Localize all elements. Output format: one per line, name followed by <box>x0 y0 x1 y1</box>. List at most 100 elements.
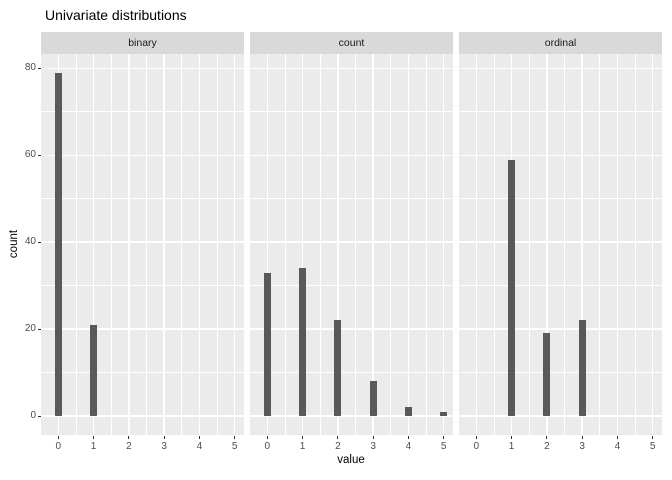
h-gridline-major <box>41 67 244 70</box>
x-tick-mark <box>443 436 445 439</box>
plot-title: Univariate distributions <box>45 7 187 23</box>
bar <box>369 381 377 416</box>
bar <box>440 411 448 416</box>
facet-strip-label: count <box>338 37 365 49</box>
bar <box>543 333 551 416</box>
facet-strip-label: ordinal <box>544 37 577 49</box>
v-gridline-minor <box>634 54 636 435</box>
y-tick-mark <box>38 67 41 69</box>
h-gridline-major <box>41 241 244 243</box>
h-gridline-major <box>250 241 453 243</box>
y-tick-label: 20 <box>24 323 36 335</box>
h-gridline-major <box>250 415 453 417</box>
v-gridline-major <box>266 54 269 435</box>
x-tick-label: 3 <box>579 441 585 452</box>
facet-panel <box>41 54 244 435</box>
h-gridline-major <box>459 415 662 417</box>
v-gridline-minor <box>493 54 495 435</box>
v-gridline-major <box>337 54 339 435</box>
facet-strip-label: binary <box>128 37 157 49</box>
x-tick-label: 2 <box>544 441 550 452</box>
x-tick-mark <box>407 436 409 439</box>
x-tick-mark <box>372 436 374 439</box>
bar <box>90 324 98 416</box>
v-gridline-major <box>372 54 374 435</box>
v-gridline-major <box>616 54 619 435</box>
x-tick-label: 1 <box>90 441 97 452</box>
x-tick-mark <box>511 436 513 439</box>
facet-strip: count <box>250 32 453 54</box>
y-tick-mark <box>38 154 41 156</box>
y-tick-mark <box>38 415 41 417</box>
x-tick-label: 4 <box>405 441 412 452</box>
v-gridline-major <box>198 54 201 435</box>
v-gridline-minor <box>146 54 147 435</box>
h-gridline-major <box>459 154 662 157</box>
x-tick-mark <box>302 436 304 439</box>
h-gridline-minor <box>250 111 453 113</box>
v-gridline-major <box>442 54 445 435</box>
x-tick-label: 1 <box>299 441 306 452</box>
v-gridline-minor <box>110 54 112 435</box>
h-gridline-minor <box>41 285 244 287</box>
bar <box>508 159 516 416</box>
bar <box>578 320 586 416</box>
v-gridline-minor <box>181 54 183 435</box>
x-tick-label: 5 <box>649 441 656 452</box>
bar <box>404 407 412 416</box>
x-tick-mark <box>475 436 477 439</box>
v-gridline-major <box>233 54 236 435</box>
x-tick-mark <box>128 436 130 439</box>
x-tick-label: 0 <box>55 441 62 452</box>
y-tick-label: 60 <box>24 149 36 161</box>
v-gridline-minor <box>284 54 286 435</box>
h-gridline-minor <box>250 285 453 287</box>
h-gridline-major <box>41 328 244 330</box>
x-tick-label: 2 <box>126 441 132 452</box>
v-gridline-minor <box>75 54 77 435</box>
h-gridline-major <box>459 67 662 70</box>
h-gridline-minor <box>250 198 453 200</box>
bar <box>334 320 342 416</box>
v-gridline-minor <box>425 54 427 435</box>
h-gridline-minor <box>250 372 453 373</box>
y-tick-label: 40 <box>24 236 36 248</box>
x-tick-mark <box>198 436 200 439</box>
v-gridline-major <box>163 54 165 435</box>
v-gridline-major <box>407 54 410 435</box>
v-gridline-minor <box>319 54 321 435</box>
facet-strip: binary <box>41 32 244 54</box>
v-gridline-minor <box>216 54 218 435</box>
v-gridline-major <box>92 54 95 435</box>
x-tick-mark <box>266 436 268 439</box>
bar <box>299 268 307 416</box>
x-tick-label: 1 <box>508 441 515 452</box>
y-tick-mark <box>38 241 41 243</box>
v-gridline-minor <box>564 54 565 435</box>
bar <box>54 72 62 416</box>
h-gridline-major <box>250 328 453 330</box>
x-tick-label: 0 <box>264 441 271 452</box>
h-gridline-major <box>459 241 662 243</box>
facet-panel <box>250 54 453 435</box>
facet-strip: ordinal <box>459 32 662 54</box>
v-gridline-major <box>475 54 478 435</box>
x-tick-mark <box>652 436 654 439</box>
v-gridline-minor <box>599 54 601 435</box>
h-gridline-minor <box>459 111 662 113</box>
h-gridline-minor <box>459 198 662 200</box>
x-tick-mark <box>234 436 236 439</box>
h-gridline-minor <box>41 198 244 200</box>
x-tick-mark <box>616 436 618 439</box>
x-tick-label: 4 <box>614 441 621 452</box>
h-gridline-minor <box>41 111 244 113</box>
h-gridline-major <box>459 328 662 330</box>
x-tick-mark <box>581 436 583 439</box>
h-gridline-major <box>41 415 244 417</box>
y-tick-label: 80 <box>24 62 36 74</box>
x-tick-label: 4 <box>196 441 203 452</box>
x-tick-label: 5 <box>440 441 447 452</box>
x-tick-mark <box>93 436 95 439</box>
h-gridline-minor <box>459 285 662 287</box>
